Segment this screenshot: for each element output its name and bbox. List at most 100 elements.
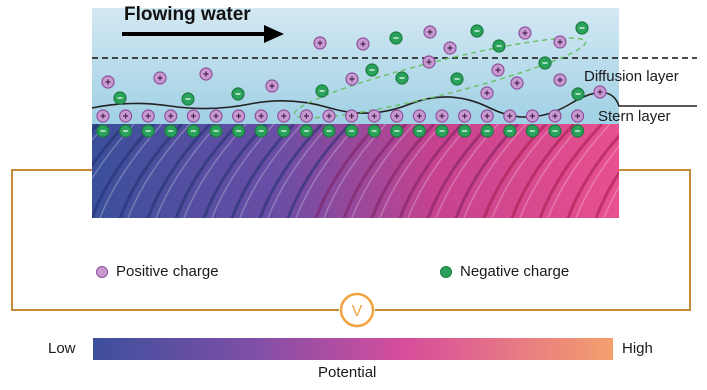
positive-charge [164, 109, 178, 123]
electrode-streak [426, 124, 492, 218]
positive-charge [209, 109, 223, 123]
negative-charge [525, 124, 540, 138]
ion-pair-ellipse [293, 37, 587, 119]
circuit-wire [11, 169, 691, 311]
solid-electrode [92, 124, 619, 218]
water-region [92, 8, 619, 126]
positive-charge [548, 109, 562, 123]
positive-charge-icon [96, 266, 108, 278]
positive-charge [356, 37, 370, 51]
positive-charge [593, 85, 607, 99]
electrode-streak [538, 124, 604, 218]
negative-charge [164, 124, 178, 138]
scale-low-label: Low [48, 340, 76, 357]
negative-charge [435, 124, 449, 138]
negative-charge [254, 124, 268, 138]
electrode-streak [174, 124, 240, 218]
positive-charge [443, 41, 457, 55]
negative-charge [480, 124, 494, 138]
potential-scale-bar [93, 338, 613, 360]
positive-charge [435, 109, 449, 123]
electrode-highlight [351, 124, 415, 218]
positive-charge [299, 109, 313, 123]
negative-charge [299, 124, 313, 138]
positive-charge [510, 76, 524, 90]
positive-charge [96, 109, 110, 123]
electrode-streak [286, 124, 352, 218]
positive-charge [525, 109, 540, 123]
electrode-highlight [491, 124, 555, 218]
positive-charge [480, 86, 494, 100]
positive-charge [254, 109, 268, 123]
scale-title: Potential [318, 364, 377, 381]
negative-charge [367, 124, 381, 138]
positive-charge [345, 109, 359, 123]
electrode-streak [258, 124, 324, 218]
negative-charge [113, 91, 127, 105]
negative-charge [118, 124, 133, 138]
electrode-highlight [155, 124, 219, 218]
scale-high-label: High [622, 340, 653, 357]
positive-charge [458, 109, 472, 123]
negative-charge [345, 124, 359, 138]
flowing-water-label: Flowing water [124, 4, 251, 25]
negative-charge [389, 31, 403, 45]
negative-charge [548, 124, 562, 138]
electrode-highlight [575, 145, 619, 218]
positive-charge [570, 109, 585, 123]
negative-charge-icon [440, 266, 452, 278]
positive-charge [345, 72, 359, 86]
positive-charge-label: Positive charge [116, 263, 219, 280]
negative-charge [503, 124, 517, 138]
negative-charge [141, 124, 155, 138]
positive-charge [322, 109, 336, 123]
diffusion-layer-label: Diffusion layer [584, 68, 679, 85]
negative-charge [395, 71, 409, 85]
positive-charge [186, 109, 200, 123]
negative-charge [232, 124, 246, 138]
positive-charge [491, 63, 505, 77]
electrode-highlight [127, 124, 191, 218]
positive-charge [480, 109, 494, 123]
positive-charge [153, 71, 167, 85]
electrode-highlight [547, 124, 611, 218]
negative-charge [390, 124, 404, 138]
electrode-highlight [92, 124, 107, 142]
negative-charge [181, 92, 195, 106]
negative-charge [315, 84, 329, 98]
negative-charge [186, 124, 200, 138]
electrode-streak [566, 133, 619, 218]
negative-charge [575, 21, 589, 35]
negative-charge [322, 124, 336, 138]
positive-charge [390, 109, 404, 123]
positive-charge [423, 25, 437, 39]
electrode-streak [594, 170, 619, 218]
negative-charge [209, 124, 223, 138]
electrode-streak [510, 124, 576, 218]
electrode-streak [92, 124, 128, 169]
positive-charge [232, 109, 246, 123]
negative-charge [492, 39, 506, 53]
positive-charge [141, 109, 155, 123]
positive-charge [277, 109, 291, 123]
voltmeter-symbol: V [352, 303, 363, 320]
negative-charge [571, 87, 585, 101]
positive-charge [503, 109, 517, 123]
voltmeter-icon: V [339, 292, 375, 328]
negative-charge [538, 56, 552, 70]
electrode-highlight [239, 124, 303, 218]
electrode-highlight [267, 124, 331, 218]
negative-charge [412, 124, 426, 138]
positive-charge [118, 109, 133, 123]
electrode-streak [398, 124, 464, 218]
stern-layer-label: Stern layer [598, 108, 671, 125]
electrode-streak [146, 124, 212, 218]
positive-charge [553, 73, 567, 87]
positive-charge [422, 55, 436, 69]
positive-charge [199, 67, 213, 81]
positive-charge [367, 109, 381, 123]
flow-arrow [122, 25, 284, 43]
negative-charge [96, 124, 110, 138]
